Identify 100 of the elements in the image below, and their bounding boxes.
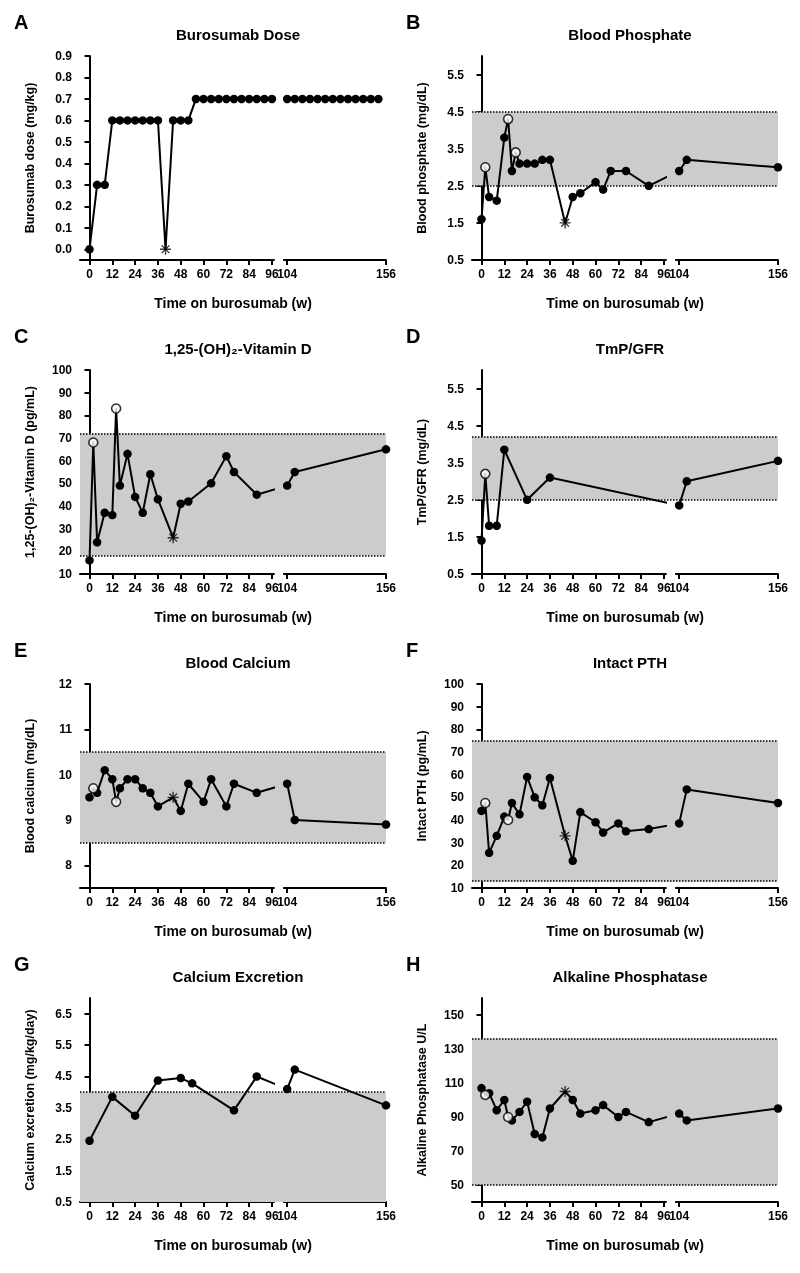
x-tick-label: 96 <box>265 581 279 595</box>
x-tick-label: 84 <box>634 581 649 595</box>
y-tick-label: 40 <box>450 813 465 827</box>
x-tick-label: 36 <box>151 1209 165 1223</box>
y-axis-title: Alkaline Phosphatase U/L <box>414 1023 429 1177</box>
x-tick-label: 48 <box>566 895 580 909</box>
x-tick-label: 60 <box>196 267 211 281</box>
x-tick-label: 156 <box>767 895 789 909</box>
x-tick-label: 48 <box>566 581 580 595</box>
x-tick-label: 84 <box>634 267 649 281</box>
x-tick-label: 96 <box>657 267 671 281</box>
x-tick-label: 84 <box>242 581 257 595</box>
x-tick-label: 24 <box>128 581 143 595</box>
chart-title: Intact PTH <box>592 654 668 671</box>
y-tick-label: 130 <box>443 1042 465 1056</box>
y-tick-label: 70 <box>450 1144 465 1158</box>
y-tick-label: 6.5 <box>55 1006 73 1021</box>
y-tick-label: 4.5 <box>447 418 465 433</box>
x-tick-label: 72 <box>611 895 626 909</box>
y-tick-label: 10 <box>450 881 465 895</box>
y-tick-label: 4.5 <box>447 104 465 119</box>
y-tick-label: 4.5 <box>55 1069 73 1084</box>
y-tick-label: 3.5 <box>447 455 465 470</box>
y-tick-label: 5.5 <box>447 67 465 82</box>
x-tick-label: 36 <box>151 895 165 909</box>
x-tick-label: 48 <box>174 581 188 595</box>
y-tick-label: 80 <box>58 408 73 423</box>
x-tick-label: 24 <box>520 895 535 909</box>
x-tick-label: 0 <box>86 1209 94 1223</box>
x-tick-label: 156 <box>767 1209 789 1223</box>
text: C <box>14 325 29 347</box>
x-tick-label: 104 <box>669 581 690 595</box>
y-tick-label: 3.5 <box>447 141 465 156</box>
x-axis-title: Time on burosumab (w) <box>154 295 312 311</box>
x-tick-label: 60 <box>196 581 211 595</box>
y-tick-label: 0.1 <box>55 220 73 235</box>
y-tick-label: 0.5 <box>55 134 73 149</box>
y-axis-title: Blood phosphate (mg/dL) <box>414 82 429 234</box>
x-tick-label: 0 <box>478 1209 486 1223</box>
x-tick-label: 12 <box>497 581 512 595</box>
x-tick-label: 104 <box>669 1209 690 1223</box>
x-tick-label: 24 <box>520 581 535 595</box>
x-tick-label: 48 <box>174 267 188 281</box>
x-tick-label: 104 <box>277 895 298 909</box>
y-tick-label: 0.6 <box>55 113 73 128</box>
chart-title: Burosumab Dose <box>175 26 301 43</box>
y-tick-label: 10 <box>58 767 73 782</box>
y-axis-title: Blood calcium (mg/dL) <box>22 718 37 854</box>
y-tick-label: 0.8 <box>55 70 73 85</box>
y-tick-label: 70 <box>58 431 73 445</box>
y-tick-label: 20 <box>450 858 465 873</box>
x-tick-label: 156 <box>375 267 397 281</box>
x-axis-title: Time on burosumab (w) <box>546 923 704 939</box>
x-tick-label: 12 <box>497 1209 512 1223</box>
x-tick-label: 12 <box>105 267 120 281</box>
y-tick-label: 0.2 <box>55 199 73 214</box>
x-tick-label: 84 <box>634 1209 649 1223</box>
x-tick-label: 36 <box>543 895 557 909</box>
x-tick-label: 24 <box>128 267 143 281</box>
x-tick-label: 104 <box>669 267 690 281</box>
x-tick-label: 72 <box>219 895 234 909</box>
y-axis-title: TmP/GFR (mg/dL) <box>414 418 429 526</box>
y-tick-label: 60 <box>450 767 465 782</box>
y-tick-label: 1.5 <box>447 529 465 544</box>
x-tick-label: 104 <box>277 581 298 595</box>
y-axis-title: Calcium excretion (mg/kg/day) <box>22 1009 37 1191</box>
x-tick-label: 24 <box>520 1209 535 1223</box>
y-tick-label: 50 <box>450 790 465 805</box>
y-tick-label: 3.5 <box>55 1100 73 1115</box>
x-tick-label: 156 <box>767 581 789 595</box>
y-tick-label: 0.9 <box>55 49 73 63</box>
x-tick-label: 48 <box>566 267 580 281</box>
text: F <box>406 639 419 661</box>
x-tick-label: 156 <box>767 267 789 281</box>
chart-title: Alkaline Phosphatase <box>552 968 708 985</box>
y-tick-label: 1.5 <box>447 215 465 230</box>
x-axis-title: Time on burosumab (w) <box>154 923 312 939</box>
text: D <box>406 325 421 347</box>
x-tick-label: 60 <box>588 1209 603 1223</box>
y-tick-label: 90 <box>58 385 73 400</box>
y-tick-label: 80 <box>450 722 465 737</box>
x-tick-label: 0 <box>478 895 486 909</box>
x-tick-label: 12 <box>105 581 120 595</box>
x-tick-label: 36 <box>543 267 557 281</box>
x-tick-label: 0 <box>86 895 94 909</box>
x-axis-title: Time on burosumab (w) <box>154 609 312 625</box>
x-tick-label: 60 <box>588 267 603 281</box>
y-axis-title: Burosumab dose (mg/kg) <box>22 82 37 234</box>
x-tick-label: 60 <box>196 895 211 909</box>
y-tick-label: 50 <box>450 1178 465 1192</box>
x-tick-label: 60 <box>588 895 603 909</box>
x-tick-label: 96 <box>265 267 279 281</box>
x-tick-label: 0 <box>478 267 486 281</box>
x-tick-label: 72 <box>219 1209 234 1223</box>
y-tick-label: 2.5 <box>447 178 465 193</box>
x-tick-label: 156 <box>375 895 397 909</box>
chart-title: TmP/GFR <box>595 340 665 357</box>
x-tick-label: 0 <box>86 581 94 595</box>
x-tick-label: 84 <box>242 1209 257 1223</box>
x-tick-label: 12 <box>105 1209 120 1223</box>
